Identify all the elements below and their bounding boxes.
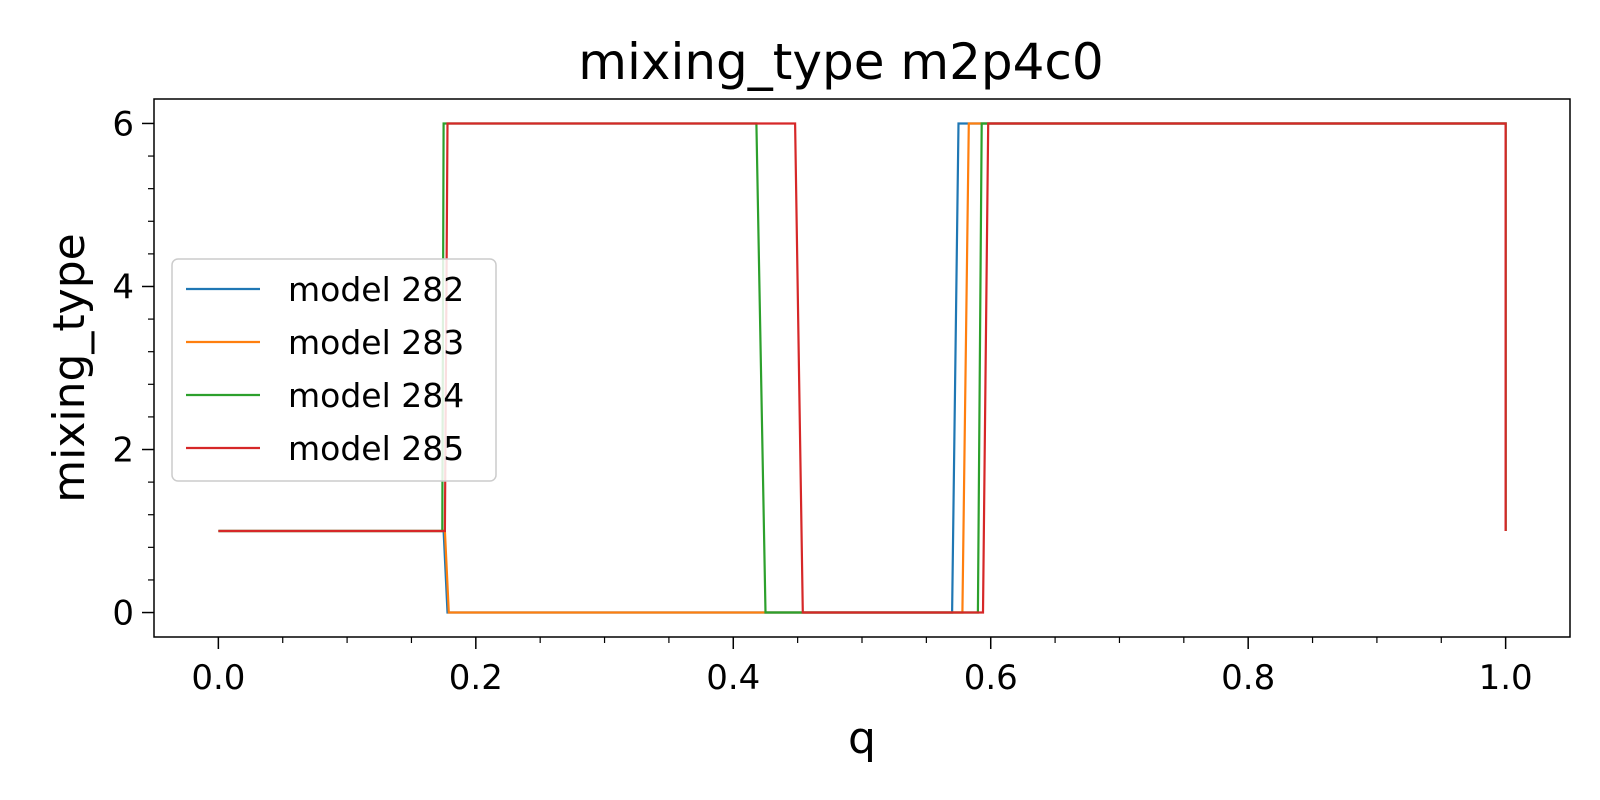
x-tick-label: 0.8	[1221, 658, 1275, 698]
legend-label-4: model 285	[288, 429, 464, 468]
y-axis: 0 2 4 6	[112, 104, 154, 634]
legend-box	[171, 258, 497, 482]
chart-title: mixing_type m2p4c0	[578, 33, 1103, 91]
x-tick-label: 1.0	[1479, 658, 1533, 698]
y-axis-label: mixing_type	[44, 233, 95, 502]
x-tick-label: 0.2	[449, 658, 503, 698]
x-tick-label: 0.0	[191, 658, 245, 698]
x-tick-label: 0.4	[706, 658, 760, 698]
y-tick-label: 2	[112, 431, 134, 471]
y-tick-label: 0	[112, 594, 134, 634]
x-axis: 0.0 0.2 0.4 0.6 0.8 1.0	[191, 637, 1533, 698]
x-axis-label: q	[848, 713, 876, 764]
legend-label-3: model 284	[288, 376, 464, 415]
x-tick-label: 0.6	[964, 658, 1018, 698]
legend: model 282 model 283 model 284 model 285	[171, 258, 497, 482]
legend-label-2: model 283	[288, 323, 464, 362]
y-tick-label: 4	[112, 267, 134, 307]
legend-label-1: model 282	[288, 270, 464, 309]
y-tick-label: 6	[112, 104, 134, 144]
